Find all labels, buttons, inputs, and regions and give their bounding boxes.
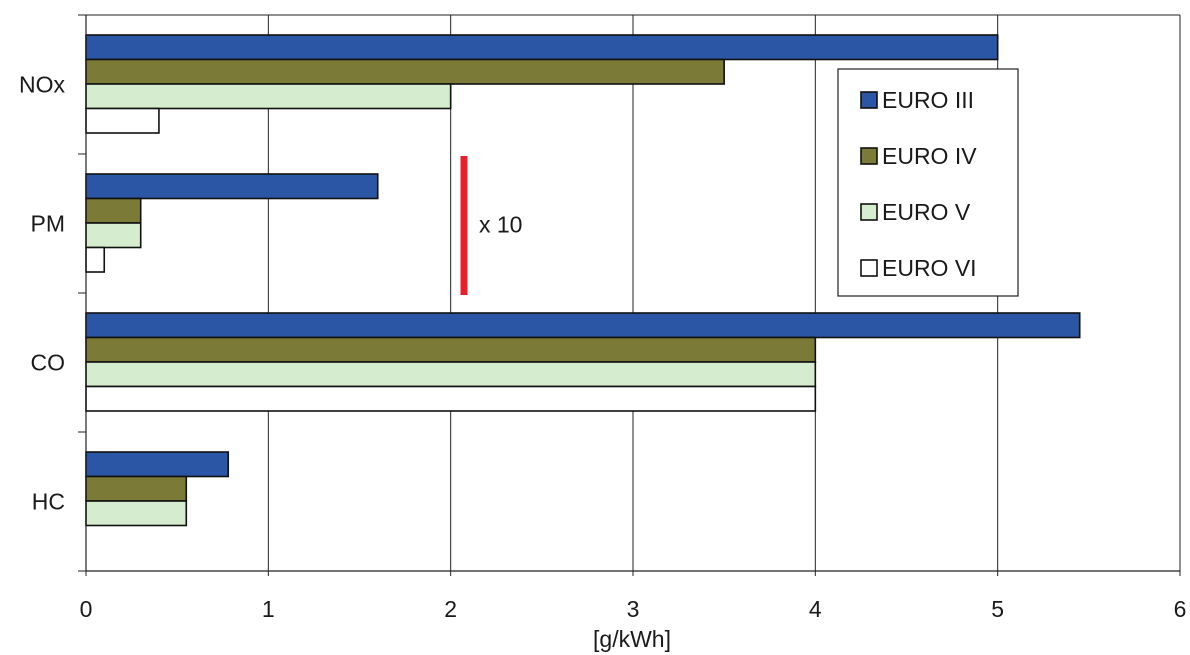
x-tick-label: 2 bbox=[444, 596, 457, 622]
x-tick-label: 3 bbox=[627, 596, 640, 622]
x-tick-label: 0 bbox=[80, 596, 93, 622]
legend-label: EURO VI bbox=[882, 255, 977, 281]
bar bbox=[85, 312, 1081, 339]
y-category-label: PM bbox=[31, 211, 66, 237]
legend: EURO III EURO IV EURO V EURO VI bbox=[837, 68, 1019, 297]
legend-swatch bbox=[860, 91, 878, 109]
annotation: x 10 bbox=[460, 156, 522, 295]
bar bbox=[85, 451, 230, 478]
legend-label: EURO III bbox=[882, 87, 974, 113]
bar bbox=[85, 107, 160, 134]
bars bbox=[85, 34, 1081, 527]
bar bbox=[85, 475, 188, 502]
tick-labels: 0 1 2 3 4 5 6 NOx PM CO HC bbox=[19, 14, 1187, 622]
bar bbox=[85, 500, 188, 527]
bar bbox=[85, 361, 817, 388]
y-category-label: HC bbox=[32, 489, 65, 515]
x-tick-label: 4 bbox=[809, 596, 822, 622]
legend-swatch bbox=[860, 147, 878, 165]
bar bbox=[85, 222, 142, 249]
x-axis-label: [g/kWh] bbox=[593, 626, 671, 652]
bar bbox=[85, 336, 817, 363]
bar bbox=[85, 173, 379, 200]
bar bbox=[85, 83, 452, 110]
bar bbox=[85, 34, 999, 61]
x-tick-label: 6 bbox=[1174, 596, 1187, 622]
bar bbox=[85, 197, 142, 224]
legend-label: EURO IV bbox=[882, 143, 977, 169]
y-category-label: CO bbox=[31, 350, 66, 376]
x-tick-label: 5 bbox=[991, 596, 1004, 622]
bar bbox=[85, 385, 817, 412]
x-tick-label: 1 bbox=[262, 596, 275, 622]
bar bbox=[85, 58, 725, 85]
legend-label: EURO V bbox=[882, 199, 971, 225]
legend-swatch bbox=[860, 259, 878, 277]
scale-marker-label: x 10 bbox=[479, 212, 522, 238]
legend-swatch bbox=[860, 203, 878, 221]
y-category-label: NOx bbox=[19, 72, 66, 98]
bar bbox=[85, 246, 106, 273]
